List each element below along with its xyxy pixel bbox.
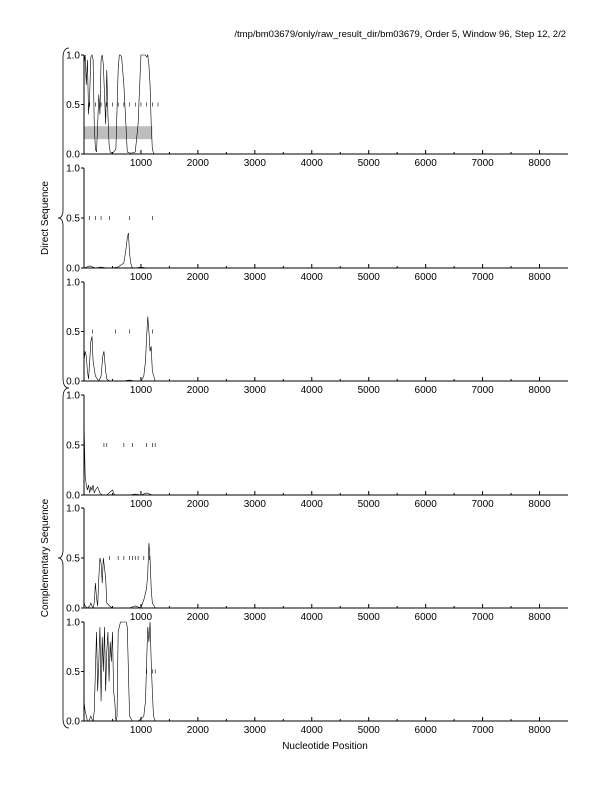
panels-layer: 0.0 0.5 1.0 1000 2000 3000 4000 5000 6000 7000 800…: [66, 51, 568, 736]
x-tick-label: 7000: [471, 272, 494, 283]
x-tick-label: 4000: [301, 385, 324, 396]
x-tick-label: 5000: [358, 612, 381, 623]
x-tick-label: 7000: [471, 612, 494, 623]
y-tick-label: 0.0: [66, 491, 80, 502]
series-line: [83, 542, 159, 609]
x-tick-label: 6000: [415, 725, 438, 736]
x-tick-label: 6000: [415, 612, 438, 623]
y-tick-label: 0.0: [66, 717, 80, 728]
x-tick-label: 3000: [244, 158, 267, 169]
y-tick-label: 0.0: [66, 150, 80, 161]
x-tick-label: 1000: [130, 612, 153, 623]
x-tick-label: 5000: [358, 499, 381, 510]
x-tick-label: 4000: [301, 499, 324, 510]
panel-2: 0.0 0.5 1.0 1000 2000 3000 4000 5000 6000 7000 800…: [66, 164, 568, 283]
x-tick-label: 8000: [528, 725, 551, 736]
x-tick-label: 4000: [301, 612, 324, 623]
y-tick-label: 0.5: [66, 214, 80, 225]
x-tick-label: 2000: [187, 725, 210, 736]
panel-6: 0.0 0.5 1.0 1000 2000 3000 4000 5000 6000 7000 800…: [66, 618, 568, 736]
x-tick-label: 3000: [244, 499, 267, 510]
group-label: Complementary Sequence: [40, 498, 51, 617]
x-tick-label: 3000: [244, 272, 267, 283]
x-tick-label: 3000: [244, 385, 267, 396]
x-tick-label: 3000: [244, 725, 267, 736]
series-line: [83, 621, 159, 722]
series-line: [83, 419, 159, 496]
panel-3: 0.0 0.5 1.0 1000 2000 3000 4000 5000 6000 7000 800…: [66, 278, 568, 396]
x-tick-label: 8000: [528, 158, 551, 169]
x-tick-label: 6000: [415, 158, 438, 169]
x-tick-label: 1000: [130, 499, 153, 510]
groups-layer: Direct Sequence Complementary Sequence: [40, 47, 70, 729]
y-tick-label: 1.0: [66, 51, 80, 62]
x-tick-label: 2000: [187, 385, 210, 396]
y-tick-label: 0.0: [66, 604, 80, 615]
y-tick-label: 0.0: [66, 377, 80, 388]
x-tick-label: 8000: [528, 385, 551, 396]
x-tick-label: 5000: [358, 725, 381, 736]
shaded-region: [84, 126, 153, 140]
x-tick-label: 5000: [358, 272, 381, 283]
group-brace: [57, 387, 70, 729]
y-tick-label: 0.5: [66, 667, 80, 678]
x-tick-label: 4000: [301, 272, 324, 283]
x-tick-label: 7000: [471, 725, 494, 736]
x-tick-label: 3000: [244, 612, 267, 623]
x-tick-label: 2000: [187, 612, 210, 623]
x-tick-label: 8000: [528, 612, 551, 623]
x-tick-label: 2000: [187, 499, 210, 510]
panel-5: 0.0 0.5 1.0 1000 2000 3000 4000 5000 6000 7000 800…: [66, 504, 568, 623]
x-tick-label: 4000: [301, 158, 324, 169]
x-tick-label: 5000: [358, 385, 381, 396]
figure-title: /tmp/bm03679/only/raw_result_dir/bm03679…: [234, 29, 566, 40]
y-tick-label: 1.0: [66, 618, 80, 629]
y-tick-label: 1.0: [66, 164, 80, 175]
x-tick-label: 1000: [130, 272, 153, 283]
y-tick-label: 0.5: [66, 327, 80, 338]
x-tick-label: 2000: [187, 158, 210, 169]
x-tick-label: 8000: [528, 272, 551, 283]
x-tick-label: 5000: [358, 158, 381, 169]
y-tick-label: 0.5: [66, 554, 80, 565]
y-tick-label: 0.5: [66, 100, 80, 111]
x-tick-label: 1000: [130, 385, 153, 396]
x-tick-label: 6000: [415, 499, 438, 510]
series-line: [83, 232, 159, 269]
panel-4: 0.0 0.5 1.0 1000 2000 3000 4000 5000 6000 7000 800…: [66, 391, 568, 510]
x-tick-label: 7000: [471, 158, 494, 169]
y-tick-label: 0.5: [66, 441, 80, 452]
y-tick-label: 1.0: [66, 278, 80, 289]
y-tick-label: 0.0: [66, 264, 80, 275]
panel-1: 0.0 0.5 1.0 1000 2000 3000 4000 5000 6000 7000 800…: [66, 51, 568, 169]
x-tick-label: 6000: [415, 385, 438, 396]
x-tick-label: 4000: [301, 725, 324, 736]
x-tick-label: 7000: [471, 385, 494, 396]
y-tick-label: 1.0: [66, 391, 80, 402]
x-tick-label: 8000: [528, 499, 551, 510]
group-label: Direct Sequence: [40, 181, 51, 255]
x-tick-label: 7000: [471, 499, 494, 510]
y-tick-label: 1.0: [66, 504, 80, 515]
x-tick-label: 1000: [130, 158, 153, 169]
series-line: [83, 316, 159, 382]
x-axis-label: Nucleotide Position: [282, 741, 368, 752]
x-tick-label: 2000: [187, 272, 210, 283]
series-line: [83, 54, 159, 155]
group-brace: [57, 47, 70, 389]
x-tick-label: 6000: [415, 272, 438, 283]
x-tick-label: 1000: [130, 725, 153, 736]
